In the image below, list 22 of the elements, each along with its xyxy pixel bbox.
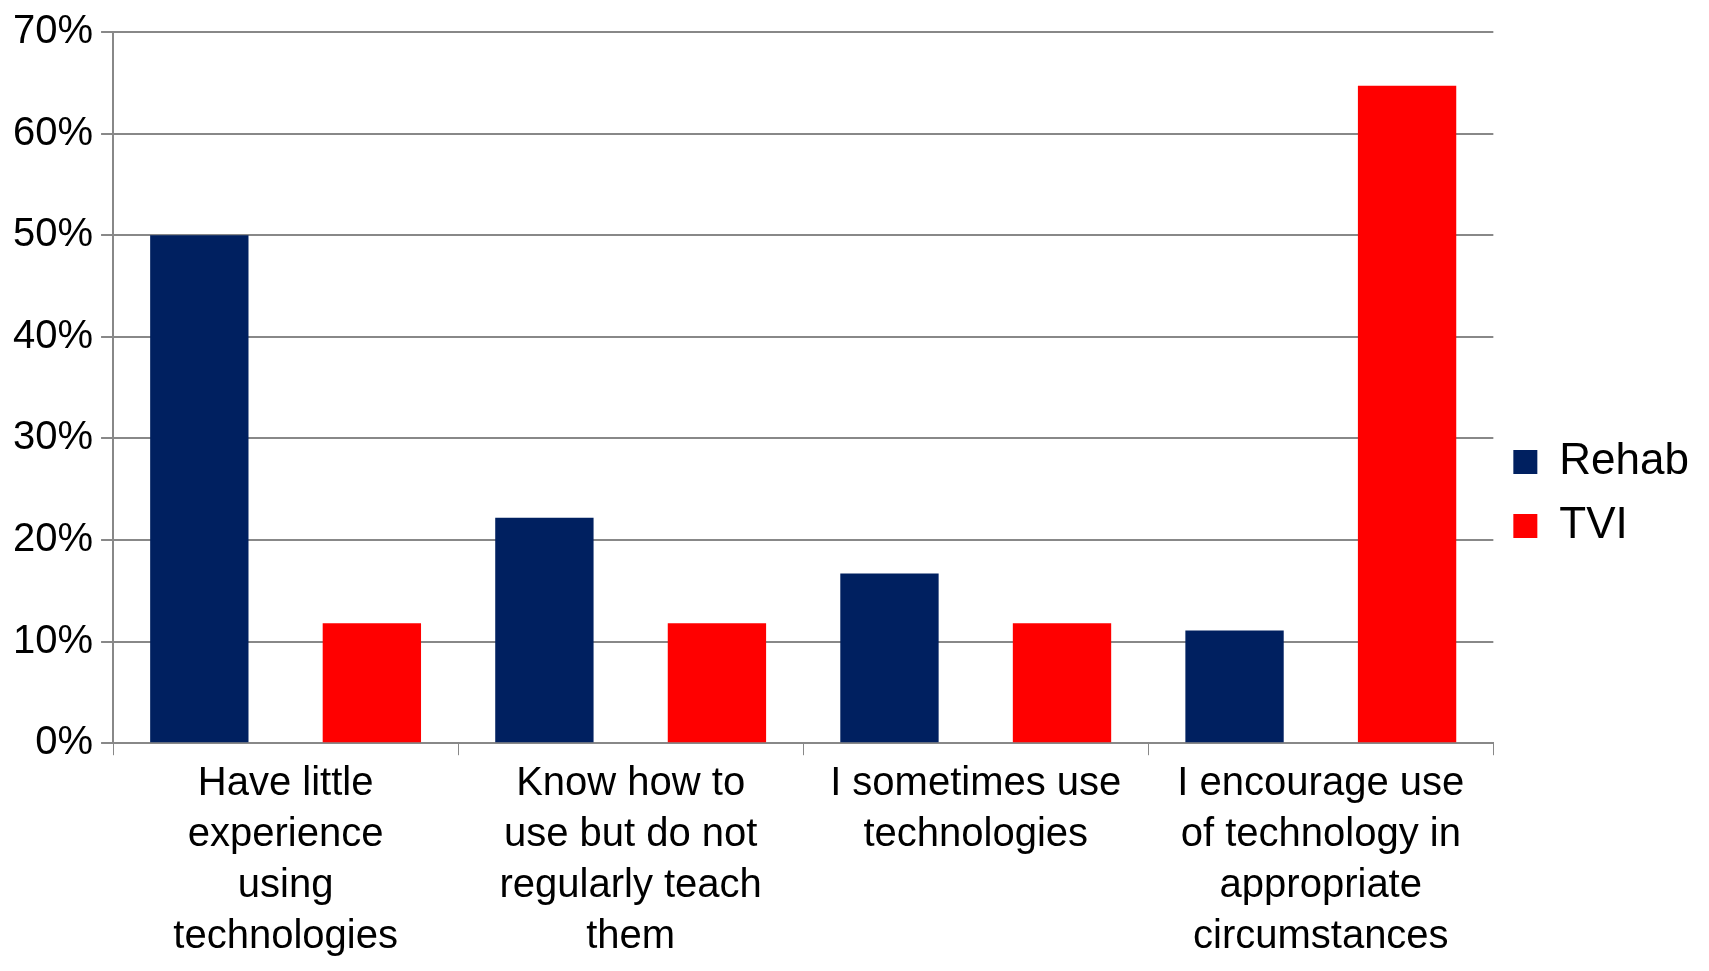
y-tick-label: 60% (13, 108, 94, 153)
x-tick-label: I sometimes use technologies (830, 758, 1122, 855)
bar (1185, 630, 1284, 743)
x-tick-label: Have little experience using technologies (173, 758, 398, 957)
y-tick-label: 10% (13, 616, 94, 661)
bar (840, 573, 939, 743)
bar (1012, 623, 1112, 743)
bar (150, 235, 249, 743)
bar (322, 623, 422, 743)
legend-label: Rehab (1559, 434, 1690, 484)
bar (667, 623, 767, 743)
legend-label: TVI (1559, 498, 1628, 548)
y-tick-label: 70% (13, 7, 94, 52)
y-tick-label: 30% (13, 413, 94, 458)
y-tick-label: 40% (13, 311, 94, 356)
y-tick-label: 50% (13, 210, 94, 255)
x-tick-label: I encourage use of technology in appropriate circumstances (1177, 758, 1465, 957)
bar (495, 517, 594, 743)
y-tick-label: 20% (13, 515, 94, 560)
x-tick-label: Know how to use but do not regularly teach them (499, 758, 762, 957)
y-tick-label: 0% (35, 718, 94, 763)
bar (1357, 85, 1457, 743)
